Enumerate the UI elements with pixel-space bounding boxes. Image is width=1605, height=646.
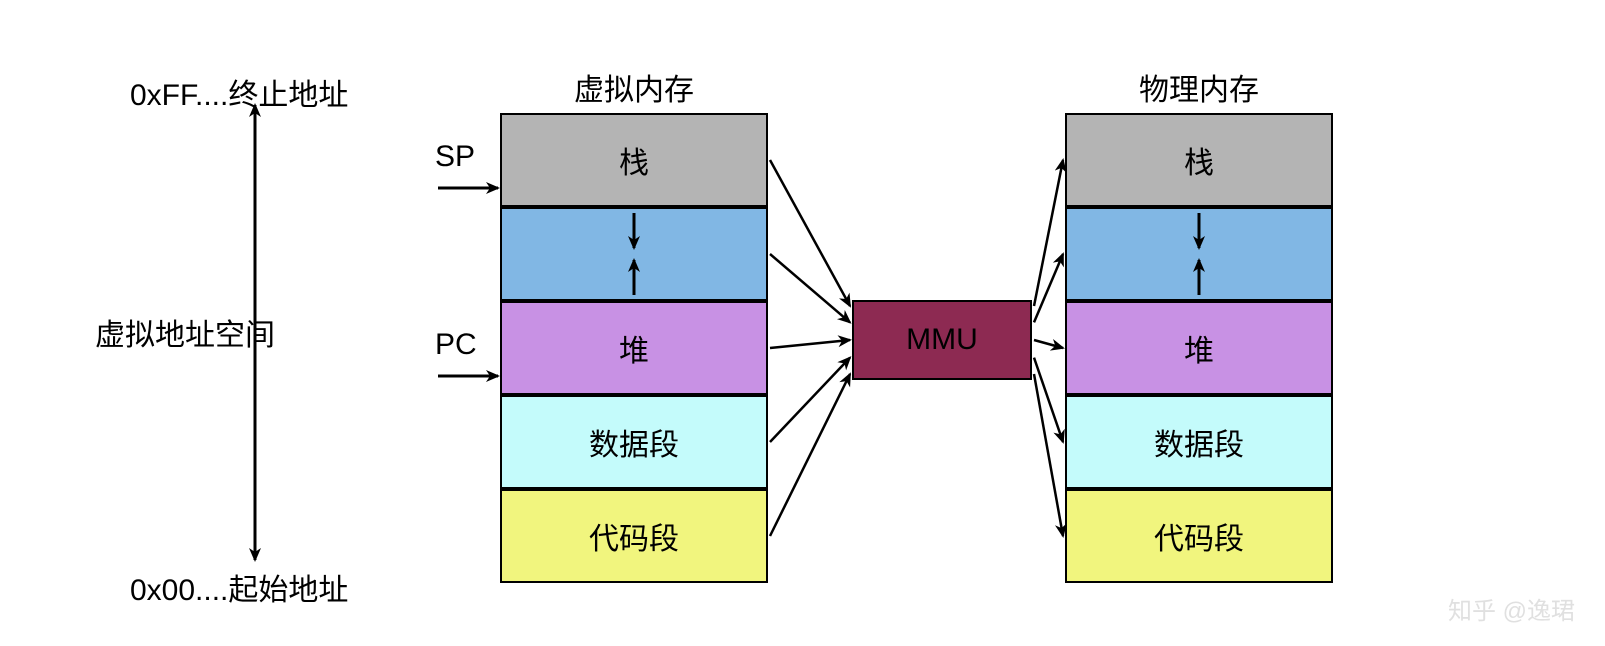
pc-pointer-label: PC	[435, 328, 477, 362]
watermark-text: 知乎 @逸珺	[1448, 591, 1575, 626]
physical-segment-code: 代码段	[1065, 489, 1333, 583]
physical-segment-stack: 栈	[1065, 113, 1333, 207]
physical-segment-heap-label: 堆	[1184, 326, 1214, 370]
mmu-label: MMU	[906, 323, 978, 357]
virtual-segment-heap: 堆	[500, 301, 768, 395]
virtual-segment-code: 代码段	[500, 489, 768, 583]
virtual-segment-stack: 栈	[500, 113, 768, 207]
virtual-segment-data-label: 数据段	[589, 420, 679, 464]
mmu-box: MMU	[852, 300, 1032, 380]
top-address-label: 0xFF....终止地址	[130, 70, 348, 114]
virtual-segment-stack-label: 栈	[619, 138, 649, 182]
virtual-segment-data: 数据段	[500, 395, 768, 489]
physical-segment-heap: 堆	[1065, 301, 1333, 395]
virtual-segment-free	[500, 207, 768, 301]
physical-segment-free	[1065, 207, 1333, 301]
physical-segment-data: 数据段	[1065, 395, 1333, 489]
bottom-address-label: 0x00....起始地址	[130, 565, 348, 609]
physical-segment-data-label: 数据段	[1154, 420, 1244, 464]
physical-memory-title: 物理内存	[1065, 65, 1333, 109]
physical-segment-stack-label: 栈	[1184, 138, 1214, 182]
address-space-label: 虚拟地址空间	[95, 310, 275, 354]
physical-segment-code-label: 代码段	[1154, 514, 1244, 558]
virtual-segment-heap-label: 堆	[619, 326, 649, 370]
sp-pointer-label: SP	[435, 140, 475, 174]
virtual-segment-code-label: 代码段	[589, 514, 679, 558]
virtual-memory-title: 虚拟内存	[500, 65, 768, 109]
